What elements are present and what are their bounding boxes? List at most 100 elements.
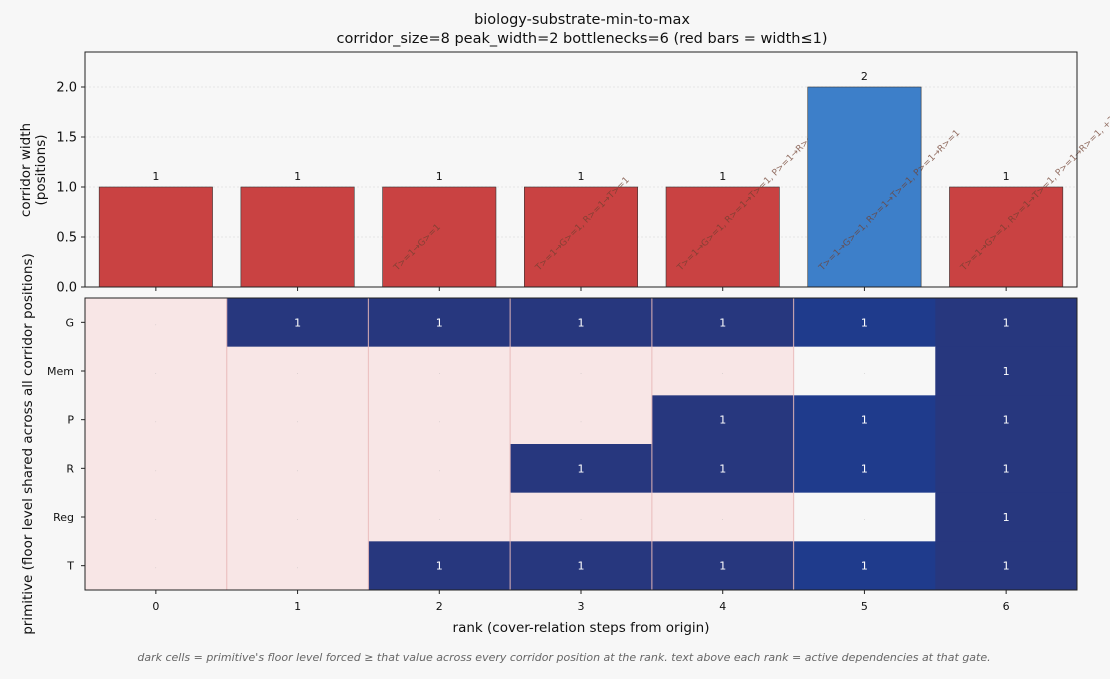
heatmap-cell-value: ·	[438, 517, 440, 523]
col-tick-label: 4	[719, 600, 726, 613]
bar	[382, 186, 497, 288]
row-tick-label: R	[66, 462, 74, 475]
heatmap-cell	[793, 346, 936, 396]
heatmap-cell-value: ·	[722, 517, 724, 523]
heatmap-cell-value: ·	[580, 517, 582, 523]
heatmap-cell-value: 1	[861, 462, 868, 475]
heatmap-cell	[85, 346, 228, 396]
heatmap-cell-value: ·	[438, 468, 440, 474]
heatmap-cell	[368, 298, 511, 348]
bar-value-label: 1	[578, 170, 585, 183]
heatmap-cell	[85, 541, 228, 591]
heatmap-cell-value: ·	[155, 322, 157, 328]
bar-panel: 0.00.51.01.52.01 1 1T>=1→G>=11T>=1→G>=1, R…	[56, 51, 1110, 296]
heatmap-cell	[368, 541, 511, 591]
heatmap-cell-value: ·	[297, 517, 299, 523]
heatmap-cell	[935, 444, 1078, 494]
heatmap-cell-value: 1	[1003, 560, 1010, 573]
heatmap-cell-value: ·	[155, 517, 157, 523]
col-tick-label: 5	[861, 600, 868, 613]
bar-value-label: 1	[294, 170, 301, 183]
heatmap-cell-value: 1	[436, 560, 443, 573]
heatmap-cell	[510, 492, 653, 542]
bar	[240, 186, 355, 288]
footnote: dark cells = primitive's floor level for…	[137, 651, 990, 664]
heatmap-cell-value: ·	[297, 371, 299, 377]
heatmap-cell	[651, 346, 795, 396]
heatmap-cell	[226, 444, 369, 494]
col-tick-label: 6	[1003, 600, 1010, 613]
col-tick-label: 0	[152, 600, 159, 613]
col-tick-label: 1	[294, 600, 301, 613]
bar-value-label: 1	[152, 170, 159, 183]
row-tick-label: Mem	[47, 365, 74, 378]
heatmap-cell	[793, 395, 936, 445]
heatmap-cell	[935, 395, 1078, 445]
y-tick-label: 0.0	[56, 281, 77, 296]
heatmap-cell	[226, 395, 369, 445]
bar	[524, 186, 638, 288]
bar-value-label: 2	[861, 70, 868, 83]
heatmap-cell	[651, 298, 795, 348]
heatmap-cell-value: 1	[294, 316, 301, 329]
heatmap-cell	[935, 492, 1078, 542]
heatmap-cell	[935, 541, 1078, 591]
bar-y-axis-label: corridor width(positions)	[18, 123, 49, 217]
heatmap-cell-value: ·	[580, 420, 582, 426]
heatmap-cell-value: 1	[861, 316, 868, 329]
heatmap-cell	[510, 541, 653, 591]
heatmap-cell-value: 1	[1003, 414, 1010, 427]
y-tick-label: 0.5	[56, 231, 77, 246]
bar-y-axis-label-line: corridor width	[18, 123, 34, 217]
row-tick-label: P	[67, 414, 74, 427]
heatmap-cell	[651, 444, 795, 494]
heatmap-cell-value: 1	[861, 560, 868, 573]
heatmap-cell	[793, 492, 936, 542]
heatmap-cell	[368, 444, 511, 494]
heatmap-cell-value: ·	[438, 371, 440, 377]
heatmap-cell	[226, 541, 369, 591]
heatmap-cell-value: 1	[719, 560, 726, 573]
heatmap-cell-value: 1	[578, 316, 585, 329]
heatmap-cell-value: 1	[578, 560, 585, 573]
heatmap-cell-value: ·	[155, 468, 157, 474]
heatmap-y-axis-label: primitive (floor level shared across all…	[20, 253, 36, 635]
y-tick-label: 2.0	[56, 81, 77, 96]
col-tick-label: 3	[578, 600, 585, 613]
bar-value-label: 1	[1003, 170, 1010, 183]
heatmap-cell	[935, 346, 1078, 396]
heatmap-cell-value: 1	[1003, 511, 1010, 524]
heatmap-frame	[84, 297, 1078, 591]
heatmap-cell	[85, 444, 228, 494]
heatmap-cell-value: ·	[297, 420, 299, 426]
heatmap-x-axis-label: rank (cover-relation steps from origin)	[453, 620, 710, 636]
heatmap-cell	[226, 346, 369, 396]
heatmap-cell	[226, 298, 369, 348]
heatmap-cell	[793, 444, 936, 494]
heatmap-cell-value: ·	[155, 420, 157, 426]
chart-subtitle: corridor_size=8 peak_width=2 bottlenecks…	[337, 31, 828, 47]
heatmap-cell	[85, 298, 228, 348]
row-tick-label: G	[65, 316, 74, 329]
heatmap-cell	[226, 492, 369, 542]
heatmap-cell	[651, 492, 795, 542]
row-tick-label: Reg	[53, 511, 74, 524]
heatmap-cell	[510, 395, 653, 445]
heatmap-cell-value: 1	[719, 414, 726, 427]
heatmap-cell	[85, 492, 228, 542]
heatmap-cell-value: 1	[436, 316, 443, 329]
heatmap-cell-value: ·	[438, 420, 440, 426]
y-tick-label: 1.0	[56, 181, 77, 196]
heatmap-cell-value: 1	[1003, 462, 1010, 475]
heatmap-cell-value: 1	[578, 462, 585, 475]
bar	[949, 186, 1064, 288]
heatmap-cell	[510, 346, 653, 396]
bar-value-label: 1	[436, 170, 443, 183]
heatmap-cell-value: 1	[1003, 316, 1010, 329]
col-tick-label: 2	[436, 600, 443, 613]
heatmap-cell-value: ·	[722, 371, 724, 377]
heatmap-cell	[935, 298, 1078, 348]
row-tick-label: T	[66, 560, 74, 573]
